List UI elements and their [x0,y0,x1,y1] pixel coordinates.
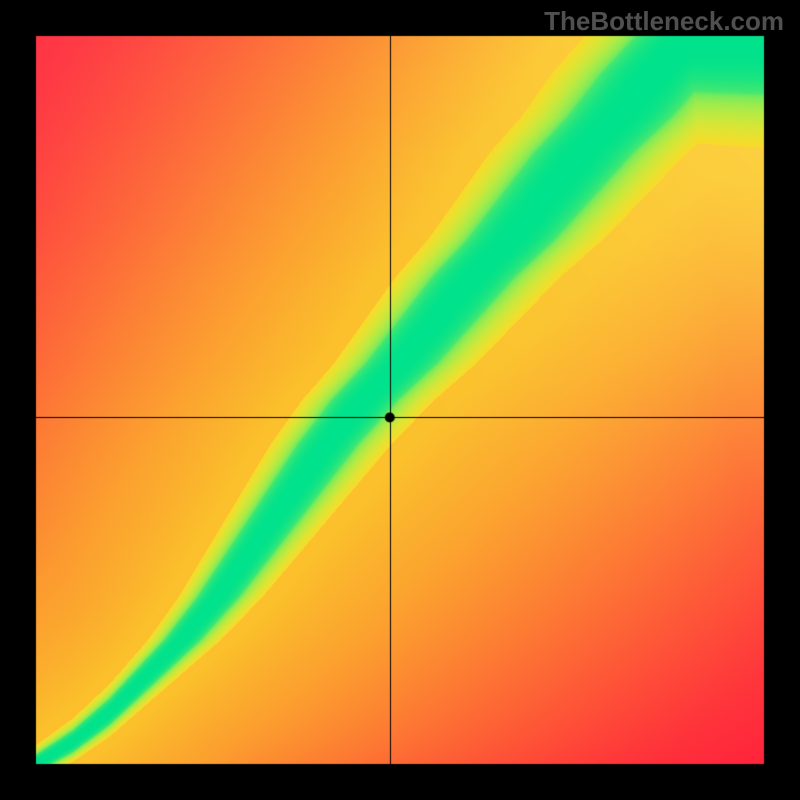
heatmap-canvas [0,0,800,800]
watermark-text: TheBottleneck.com [544,6,784,37]
chart-container: TheBottleneck.com [0,0,800,800]
